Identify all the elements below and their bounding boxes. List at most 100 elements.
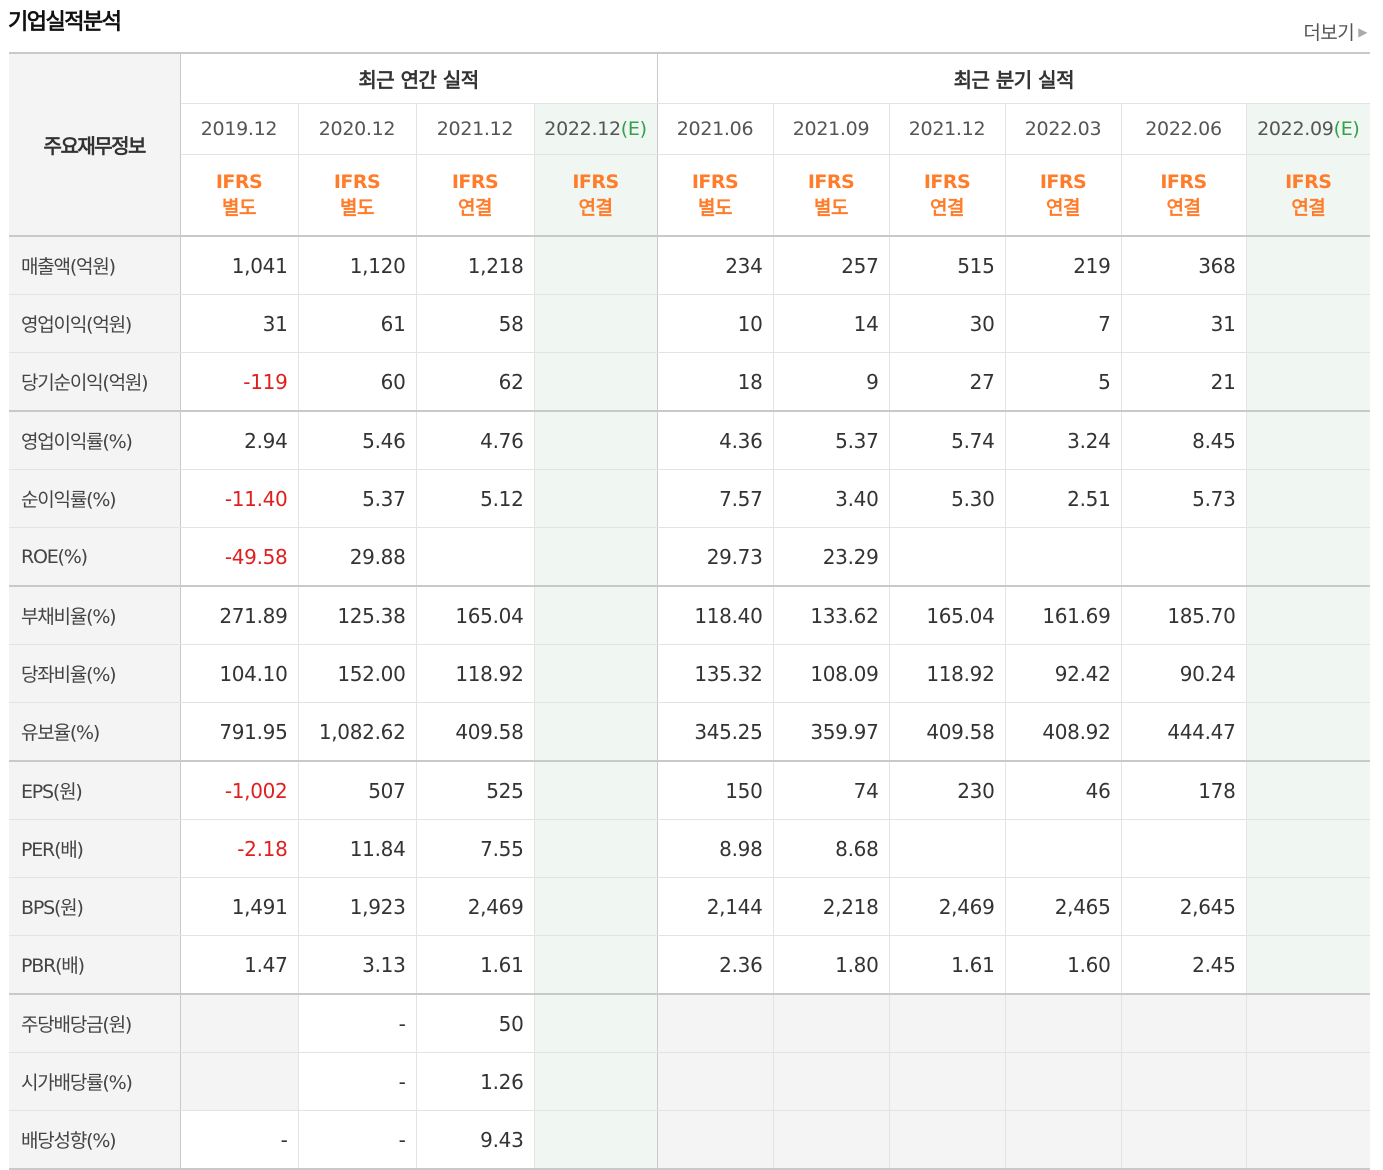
period-date: 2022.03	[1024, 118, 1102, 140]
consolidation-basis: 연결	[1046, 197, 1080, 219]
value-cell: 345.25	[656, 702, 774, 762]
value-cell: 5.46	[297, 410, 417, 470]
value-cell: 8.98	[656, 819, 774, 878]
table-row: 영업이익(억원) 31 61 58 10 14 30 7 31	[9, 294, 1371, 353]
ifrs-label: IFRS	[807, 171, 855, 193]
value-cell: 3.40	[772, 469, 890, 528]
value-cell: 1.80	[772, 935, 890, 995]
value-cell: 8.68	[772, 819, 890, 878]
consolidation-basis: 별도	[814, 197, 848, 219]
value-cell	[1245, 1052, 1371, 1111]
period-header: 2022.12(E)	[533, 103, 658, 155]
value-cell	[533, 877, 658, 936]
value-cell: 135.32	[656, 644, 774, 703]
triangle-right-icon: ▶	[1358, 25, 1367, 39]
value-cell: 515	[888, 235, 1006, 295]
table-row: 주당배당금(원) -50	[9, 993, 1371, 1053]
value-cell: 104.10	[179, 644, 299, 703]
table-row: EPS(원) -1,002 507 525 150 74 230 46 178	[9, 760, 1371, 820]
value-cell: 507	[297, 760, 417, 820]
value-cell	[533, 935, 658, 995]
value-cell: 1.61	[415, 935, 535, 995]
value-cell: 161.69	[1004, 585, 1122, 645]
value-cell: -119	[179, 352, 299, 412]
more-link-label: 더보기	[1303, 22, 1355, 44]
value-cell	[1245, 644, 1371, 703]
value-cell	[772, 1110, 890, 1170]
value-cell: 1,491	[179, 877, 299, 936]
value-cell	[1245, 702, 1371, 762]
value-cell: 359.97	[772, 702, 890, 762]
period-date: 2022.09	[1257, 118, 1334, 140]
quarterly-results-header: 최근 분기 실적	[656, 52, 1371, 104]
value-cell: 27	[888, 352, 1006, 412]
value-cell	[1245, 352, 1371, 412]
value-cell: -	[297, 1110, 417, 1170]
value-cell	[772, 993, 890, 1053]
table-row: 유보율(%) 791.95 1,082.62 409.58 345.25 359.97 40…	[9, 702, 1371, 762]
consolidation-basis: 별도	[698, 197, 732, 219]
estimate-marker: (E)	[620, 118, 647, 140]
value-cell	[1245, 819, 1371, 878]
value-cell: 58	[415, 294, 535, 353]
value-cell: 185.70	[1120, 585, 1247, 645]
value-cell: 30	[888, 294, 1006, 353]
value-cell	[533, 235, 658, 295]
period-date: 2021.09	[792, 118, 870, 140]
row-label: ROE(%)	[9, 527, 181, 587]
accounting-standard: IFRS 연결	[415, 154, 535, 237]
value-cell: 60	[297, 352, 417, 412]
accounting-standard: IFRS 연결	[888, 154, 1006, 237]
table-row: 시가배당률(%) -1.26	[9, 1052, 1371, 1111]
value-cell: 2,469	[415, 877, 535, 936]
value-cell: 409.58	[888, 702, 1006, 762]
table-row: PER(배) -2.18 11.84 7.55 8.98 8.68	[9, 819, 1371, 878]
value-cell: 1.61	[888, 935, 1006, 995]
value-cell	[1245, 935, 1371, 995]
value-cell: -	[297, 993, 417, 1053]
accounting-standard: IFRS 별도	[297, 154, 417, 237]
value-cell: 61	[297, 294, 417, 353]
value-cell: 2,144	[656, 877, 774, 936]
value-cell: 257	[772, 235, 890, 295]
value-cell: 2.36	[656, 935, 774, 995]
value-cell: 133.62	[772, 585, 890, 645]
period-header: 2020.12	[297, 103, 417, 155]
consolidation-basis: 연결	[1291, 197, 1326, 219]
value-cell	[533, 1052, 658, 1111]
financial-summary-table: 주요재무정보 최근 연간 실적 최근 분기 실적 2019.12 2020.12 2…	[9, 52, 1371, 1170]
consolidation-basis: 별도	[222, 197, 256, 219]
period-date: 2021.06	[676, 118, 754, 140]
ifrs-label: IFRS	[333, 171, 381, 193]
value-cell	[1004, 1052, 1122, 1111]
value-cell: 2.94	[179, 410, 299, 470]
value-cell: 46	[1004, 760, 1122, 820]
period-header: 2022.03	[1004, 103, 1122, 155]
value-cell	[533, 644, 658, 703]
table-row: 매출액(억원) 1,041 1,120 1,218 234 257 515 219 368	[9, 235, 1371, 295]
period-header: 2021.09	[772, 103, 890, 155]
consolidation-basis: 연결	[1166, 197, 1201, 219]
value-cell: 2,218	[772, 877, 890, 936]
value-cell	[1120, 1052, 1247, 1111]
more-link[interactable]: 더보기 ▶	[1303, 18, 1367, 45]
value-cell	[533, 993, 658, 1053]
value-cell: 5	[1004, 352, 1122, 412]
value-cell	[1245, 410, 1371, 470]
value-cell	[772, 1052, 890, 1111]
value-cell: 409.58	[415, 702, 535, 762]
section-title: 기업실적분석	[8, 10, 122, 35]
value-cell: 5.73	[1120, 469, 1247, 528]
period-header: 2022.09(E)	[1245, 103, 1371, 155]
value-cell: -	[179, 1110, 299, 1170]
value-cell: 3.13	[297, 935, 417, 995]
value-cell	[888, 819, 1006, 878]
row-label: 당좌비율(%)	[9, 644, 181, 703]
value-cell	[888, 1052, 1006, 1111]
row-label: PER(배)	[9, 819, 181, 878]
accounting-standard: IFRS 연결	[1004, 154, 1122, 237]
ifrs-label: IFRS	[572, 171, 619, 193]
row-label: 시가배당률(%)	[9, 1052, 181, 1111]
value-cell: 2,469	[888, 877, 1006, 936]
value-cell: 2,465	[1004, 877, 1122, 936]
